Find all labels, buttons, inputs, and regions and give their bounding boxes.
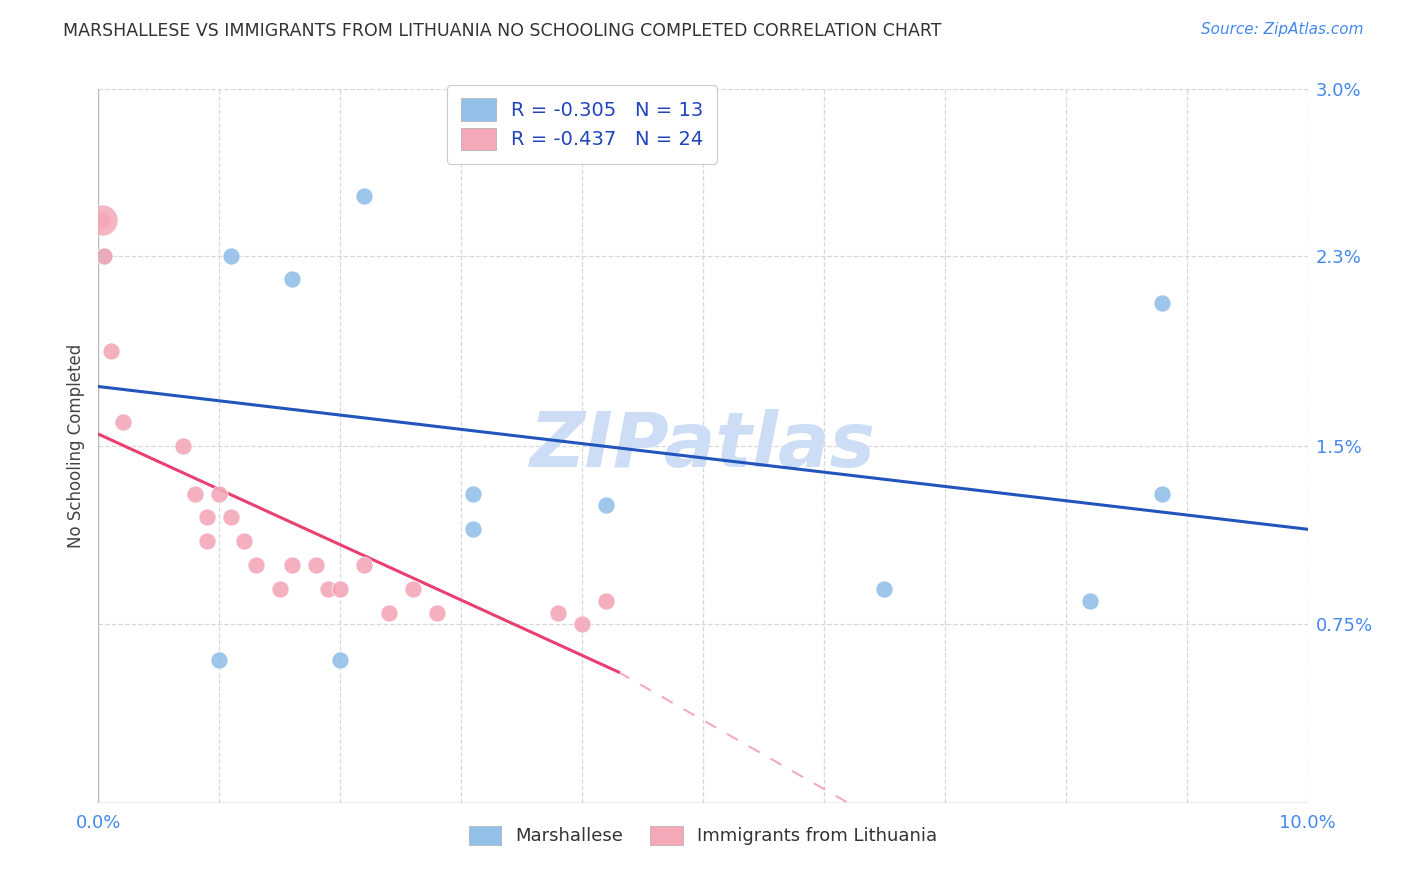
Point [595,499,617,513]
Point [91,213,114,227]
Point [195,510,218,524]
Point [111,415,134,429]
Point [208,486,231,500]
Point [547,606,569,620]
Point [329,582,352,596]
Point [172,439,194,453]
Point [463,486,485,500]
Point [100,343,122,358]
Point [1078,593,1101,607]
Point [195,534,218,549]
Point [1152,486,1174,500]
Text: MARSHALLESE VS IMMIGRANTS FROM LITHUANIA NO SCHOOLING COMPLETED CORRELATION CHAR: MARSHALLESE VS IMMIGRANTS FROM LITHUANIA… [63,22,942,40]
Point [281,558,304,572]
Point [1152,296,1174,310]
Point [377,606,399,620]
Point [245,558,267,572]
Point [208,653,231,667]
Point [281,272,304,286]
Point [93,249,115,263]
Point [463,522,485,536]
Point [402,582,425,596]
Legend: Marshallese, Immigrants from Lithuania: Marshallese, Immigrants from Lithuania [460,817,946,855]
Point [93,249,115,263]
Point [426,606,449,620]
Point [184,486,207,500]
Text: Source: ZipAtlas.com: Source: ZipAtlas.com [1201,22,1364,37]
Point [305,558,328,572]
Point [221,249,243,263]
Point [353,558,375,572]
Point [316,582,339,596]
Point [221,510,243,524]
Point [232,534,254,549]
Point [329,653,352,667]
Point [91,213,114,227]
Y-axis label: No Schooling Completed: No Schooling Completed [66,344,84,548]
Point [269,582,291,596]
Point [353,189,375,203]
Text: ZIPatlas: ZIPatlas [530,409,876,483]
Point [571,617,593,632]
Point [873,582,896,596]
Point [595,593,617,607]
